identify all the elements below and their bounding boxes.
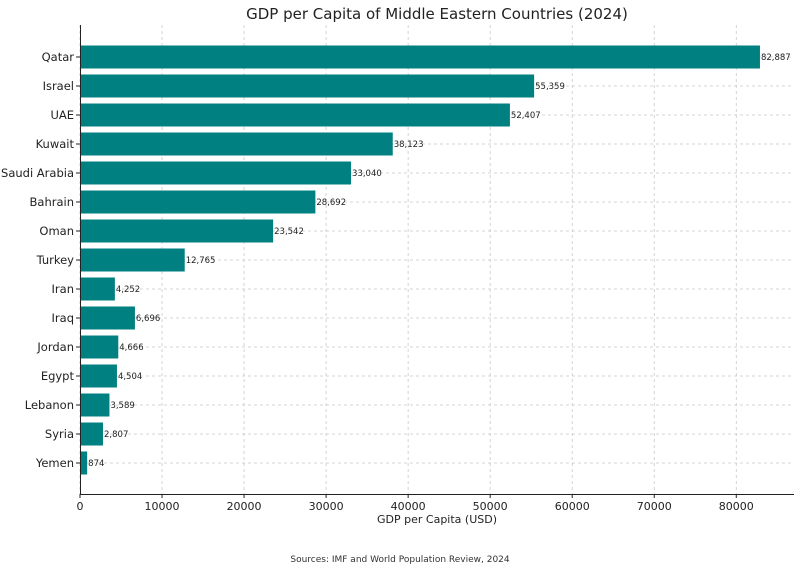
- y-tick-label: Syria: [45, 427, 74, 441]
- x-tick-label: 70000: [637, 500, 672, 513]
- bar: [80, 248, 185, 272]
- bar: [80, 306, 135, 330]
- y-tick-label: Yemen: [35, 456, 74, 470]
- y-tick-label: Jordan: [36, 340, 74, 354]
- y-tick-label: Israel: [43, 79, 74, 93]
- bar: [80, 422, 104, 446]
- x-tick-label: 50000: [473, 500, 508, 513]
- y-tick-labels: Qatar Israel UAE Kuwait Saudi Arabia Bahrain O…: [1, 50, 80, 470]
- grid: [79, 25, 794, 494]
- x-tick-label: 60000: [555, 500, 590, 513]
- data-label: 82,887: [761, 53, 791, 63]
- chart-title: GDP per Capita of Middle Eastern Countri…: [246, 5, 628, 23]
- bar: [80, 45, 760, 69]
- data-label: 52,407: [511, 111, 541, 121]
- data-label: 23,542: [274, 227, 304, 237]
- data-label: 38,123: [394, 140, 424, 150]
- bar: [80, 451, 88, 475]
- bars: [80, 45, 760, 475]
- bar: [80, 132, 393, 156]
- y-tick-label: Iraq: [52, 311, 74, 325]
- x-tick-label: 40000: [391, 500, 426, 513]
- x-tick-label: 0: [77, 500, 84, 513]
- data-label: 55,359: [535, 82, 565, 92]
- bar: [80, 277, 115, 301]
- bar: [80, 219, 274, 243]
- y-tick-label: Lebanon: [25, 398, 74, 412]
- source-note: Sources: IMF and World Population Review…: [290, 555, 510, 565]
- bar: [80, 335, 119, 359]
- data-label: 12,765: [186, 256, 216, 266]
- bar: [80, 393, 110, 417]
- data-label: 3,589: [110, 401, 134, 411]
- y-tick-label: Bahrain: [30, 195, 74, 209]
- y-tick-label: Saudi Arabia: [1, 166, 74, 180]
- y-tick-label: Egypt: [41, 369, 75, 383]
- y-tick-label: Iran: [52, 282, 74, 296]
- data-label: 6,696: [136, 314, 160, 324]
- y-tick-label: UAE: [50, 108, 74, 122]
- bar: [80, 161, 352, 185]
- bar: [80, 364, 117, 388]
- bar: [80, 190, 316, 214]
- x-tick-labels: 0 10000 20000 30000 40000 50000 60000 70000 8000…: [77, 494, 754, 513]
- data-label: 2,807: [104, 430, 128, 440]
- x-tick-label: 20000: [227, 500, 262, 513]
- x-tick-label: 30000: [309, 500, 344, 513]
- x-tick-label: 10000: [145, 500, 180, 513]
- data-label: 28,692: [316, 198, 346, 208]
- y-tick-label: Kuwait: [36, 137, 75, 151]
- bar: [80, 103, 510, 127]
- y-tick-label: Turkey: [36, 253, 75, 267]
- data-label: 4,504: [118, 372, 142, 382]
- x-axis-label: GDP per Capita (USD): [377, 513, 497, 526]
- x-tick-label: 80000: [719, 500, 754, 513]
- data-labels: 82,887 55,359 52,407 38,123 33,040 28,692 23,5…: [88, 53, 791, 469]
- data-label: 874: [88, 459, 104, 469]
- y-tick-label: Qatar: [42, 50, 75, 64]
- data-label: 4,666: [119, 343, 143, 353]
- y-tick-label: Oman: [39, 224, 74, 238]
- bar: [80, 74, 535, 98]
- data-label: 33,040: [352, 169, 382, 179]
- data-label: 4,252: [116, 285, 140, 295]
